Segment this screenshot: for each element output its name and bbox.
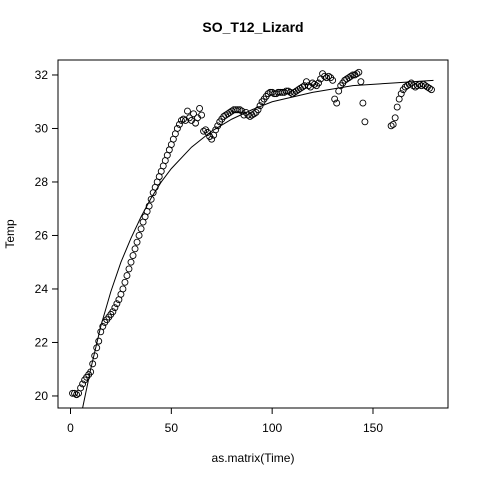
point (133, 238, 141, 246)
plot-box (57, 59, 449, 409)
point (175, 121, 183, 128)
point (119, 285, 127, 293)
point (212, 126, 220, 134)
point (331, 95, 339, 103)
point (333, 99, 341, 107)
point (208, 135, 216, 143)
point (391, 114, 399, 122)
point (71, 389, 78, 397)
point (145, 202, 153, 210)
point (135, 232, 143, 239)
point (173, 125, 181, 132)
point (329, 76, 337, 84)
x-tick-label: 150 (363, 421, 383, 435)
point (184, 107, 191, 115)
point (359, 99, 367, 107)
point (109, 308, 117, 316)
point (125, 265, 133, 273)
point (121, 278, 129, 286)
point (190, 110, 197, 118)
point (353, 70, 361, 78)
point (428, 86, 435, 94)
y-tick-label: 22 (35, 335, 49, 349)
point (325, 72, 333, 80)
point (236, 106, 244, 114)
point (397, 90, 405, 98)
point (349, 71, 357, 79)
y-tick-label: 20 (35, 389, 49, 403)
point (131, 245, 139, 253)
point (393, 103, 401, 111)
point (357, 78, 365, 86)
x-tick-label: 0 (67, 421, 74, 435)
fit-line (82, 79, 434, 409)
point (147, 195, 155, 203)
point (95, 337, 103, 345)
point (137, 225, 145, 233)
point (177, 117, 185, 124)
point (282, 87, 290, 95)
point (250, 110, 258, 118)
y-tick-label: 24 (35, 282, 49, 296)
point (127, 258, 135, 266)
point (405, 80, 413, 88)
point (79, 380, 87, 388)
point (425, 84, 433, 92)
y-tick-label: 30 (35, 121, 49, 135)
point (77, 384, 85, 392)
point (389, 121, 397, 128)
point (234, 106, 242, 114)
point (73, 391, 81, 399)
point (198, 111, 206, 119)
point (254, 106, 262, 114)
point (113, 300, 121, 308)
y-tick-label: 26 (35, 228, 49, 242)
point (311, 80, 318, 88)
point (347, 72, 355, 80)
x-tick-label: 100 (262, 421, 282, 435)
point (315, 79, 322, 87)
point (361, 118, 369, 126)
point (387, 122, 395, 130)
x-axis-label: as.matrix(Time) (212, 451, 295, 465)
x-tick-label: 50 (165, 421, 179, 435)
chart-title: SO_T12_Lizard (202, 19, 303, 35)
point (200, 127, 208, 135)
point (123, 272, 131, 280)
point (129, 252, 137, 259)
y-tick-label: 32 (35, 68, 49, 82)
y-axis-label: Temp (3, 219, 17, 249)
point (355, 68, 363, 76)
point (323, 74, 331, 82)
point (111, 304, 119, 312)
point (99, 322, 107, 330)
point (196, 104, 204, 112)
y-tick-label: 28 (35, 175, 49, 189)
